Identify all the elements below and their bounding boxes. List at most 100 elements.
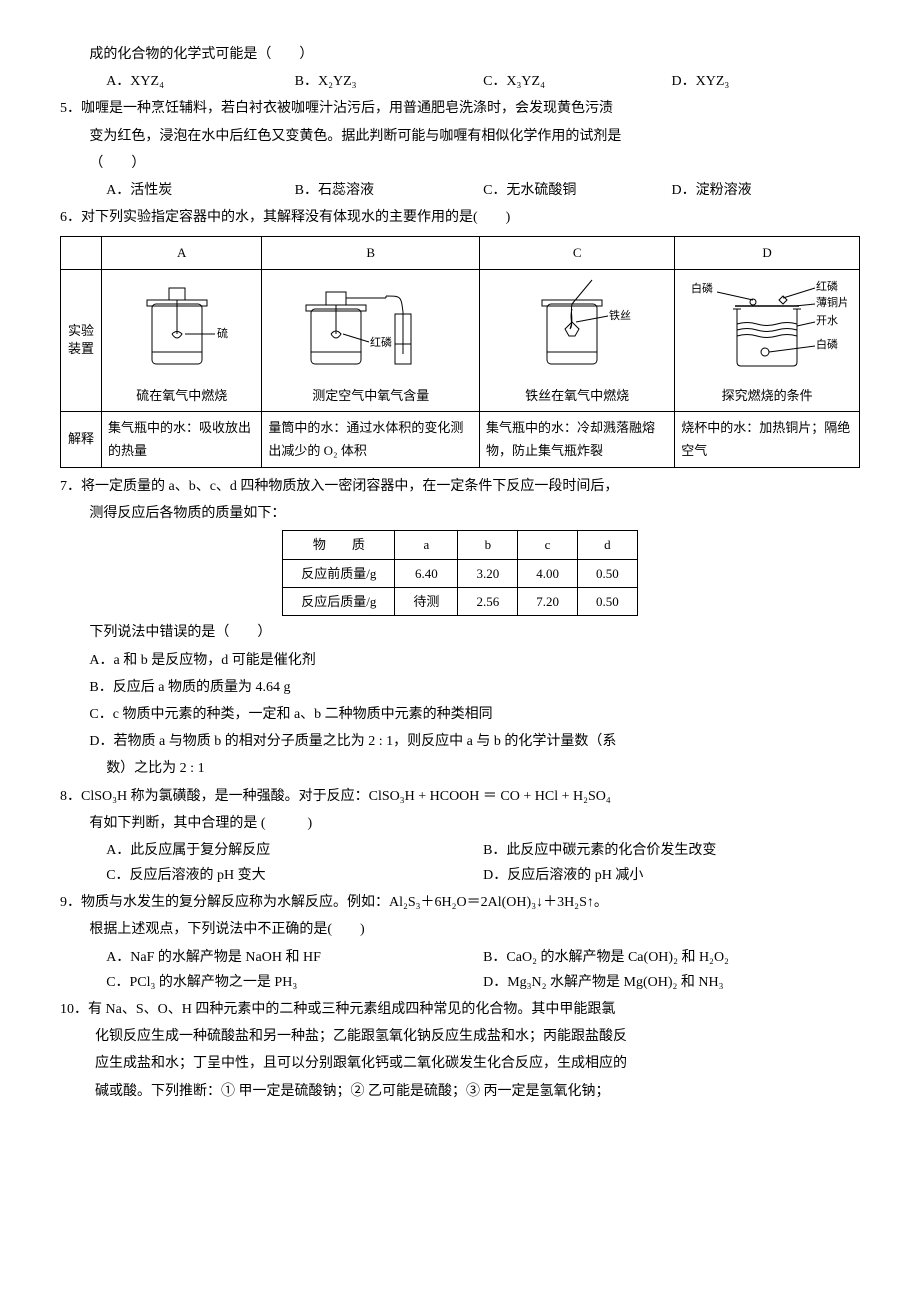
svg-text:红磷: 红磷 xyxy=(816,280,838,293)
q4-options: A．XYZ₄ B．X₂YZ₃ C．X₃YZ₄ D．XYZ₃ xyxy=(60,69,860,94)
q6-expl-c: 集气瓶中的水：冷却溅落融熔物，防止集气瓶炸裂 xyxy=(480,412,675,468)
q6-expl-b: 量筒中的水：通过水体积的变化测出减少的 O₂ 体积 xyxy=(262,412,480,468)
q6-diagram-c: 铁丝 铁丝在氧气中燃烧 xyxy=(480,269,675,411)
q9-stem-l2: 根据上述观点，下列说法中不正确的是( ) xyxy=(60,917,860,942)
q7-opt-d1: D．若物质 a 与物质 b 的相对分子质量之比为 2 : 1，则反应中 a 与 … xyxy=(60,729,860,754)
q8-opt-a: A．此反应属于复分解反应 xyxy=(106,838,483,863)
q8-opt-c: C．反应后溶液的 pH 变大 xyxy=(106,863,483,888)
q8-opt-b: B．此反应中碳元素的化合价发生改变 xyxy=(483,838,860,863)
q6-col-d: D xyxy=(675,237,860,269)
q7-r1-0: 反应前质量/g xyxy=(283,559,395,587)
q6-caption-b: 测定空气中氧气含量 xyxy=(268,384,473,407)
q7-r2-c: 7.20 xyxy=(518,588,578,616)
q6-row2-head: 解释 xyxy=(61,412,102,468)
q7-r2-a: 待测 xyxy=(395,588,458,616)
q9-stem-l1: 物质与水发生的复分解反应称为水解反应。例如：Al₂S₃＋6H₂O＝2Al(OH)… xyxy=(81,895,608,910)
svg-text:白磷: 白磷 xyxy=(816,337,838,351)
q6-expl-a: 集气瓶中的水：吸收放出的热量 xyxy=(102,412,262,468)
q7-r1-b: 3.20 xyxy=(458,559,518,587)
q6-number: 6． xyxy=(60,210,81,225)
q4-opt-b: B．X₂YZ₃ xyxy=(295,69,483,94)
q6-stem: 对下列实验指定容器中的水，其解释没有体现水的主要作用的是( ) xyxy=(81,210,510,225)
q6-diagram-d: 白磷 红磷 薄铜片 开水 白磷 探究燃烧的条件 xyxy=(675,269,860,411)
svg-text:红磷: 红磷 xyxy=(370,336,392,349)
q4-stem-tail: 成的化合物的化学式可能是（ ） xyxy=(60,42,860,67)
q7-th-a: a xyxy=(395,531,458,559)
q6-row1-head: 实验装置 xyxy=(61,269,102,411)
q5-options: A．活性炭 B．石蕊溶液 C．无水硫酸铜 D．淀粉溶液 xyxy=(60,178,860,203)
q9-opt-b: B．CaO₂ 的水解产物是 Ca(OH)₂ 和 H₂O₂ xyxy=(483,945,860,970)
q7-th-c: c xyxy=(518,531,578,559)
q6-expl-d: 烧杯中的水：加热铜片；隔绝空气 xyxy=(675,412,860,468)
q10-l1: 有 Na、S、O、H 四种元素中的二种或三种元素组成四种常见的化合物。其中甲能跟… xyxy=(88,1002,615,1017)
svg-text:铁丝: 铁丝 xyxy=(609,309,631,322)
q8-number: 8． xyxy=(60,789,81,804)
svg-text:白磷: 白磷 xyxy=(691,281,713,295)
q4-opt-a: A．XYZ₄ xyxy=(106,69,294,94)
q9-number: 9． xyxy=(60,895,81,910)
q10: 10．有 Na、S、O、H 四种元素中的二种或三种元素组成四种常见的化合物。其中… xyxy=(60,997,860,1022)
q6-col-c: C xyxy=(480,237,675,269)
svg-text:薄铜片: 薄铜片 xyxy=(816,295,847,309)
q7-lead: 下列说法中错误的是（ ） xyxy=(60,620,860,645)
q5: 5．咖喱是一种烹饪辅料，若白衬衣被咖喱汁沾污后，用普通肥皂洗涤时，会发现黄色污渍 xyxy=(60,96,860,121)
q7-th-0: 物 质 xyxy=(283,531,395,559)
q6-diagram-a: 硫 硫在氧气中燃烧 xyxy=(102,269,262,411)
svg-text:硫: 硫 xyxy=(217,326,228,340)
q7-table: 物 质 a b c d 反应前质量/g 6.40 3.20 4.00 0.50 … xyxy=(282,530,637,616)
q5-opt-a: A．活性炭 xyxy=(106,178,294,203)
q10-l2: 化钡反应生成一种硫酸盐和另一种盐；乙能跟氢氧化钠反应生成盐和水；丙能跟盐酸反 xyxy=(60,1024,860,1049)
q8-stem-l2: 有如下判断，其中合理的是 ( ) xyxy=(60,811,860,836)
q7-opt-c: C．c 物质中元素的种类，一定和 a、b 二种物质中元素的种类相同 xyxy=(60,702,860,727)
q6: 6．对下列实验指定容器中的水，其解释没有体现水的主要作用的是( ) xyxy=(60,205,860,230)
q10-l3: 应生成盐和水；丁呈中性，且可以分别跟氧化钙或二氧化碳发生化合反应，生成相应的 xyxy=(60,1051,860,1076)
apparatus-b-icon: 红磷 xyxy=(291,274,451,384)
q9-opt-c: C．PCl₃ 的水解产物之一是 PH₃ xyxy=(106,970,483,995)
q6-caption-a: 硫在氧气中燃烧 xyxy=(108,384,255,407)
q4-opt-d: D．XYZ₃ xyxy=(672,69,860,94)
q9-opt-d: D．Mg₃N₂ 水解产物是 Mg(OH)₂ 和 NH₃ xyxy=(483,970,860,995)
q7-opt-d2: 数）之比为 2 : 1 xyxy=(60,756,860,781)
q7-stem-l2: 测得反应后各物质的质量如下： xyxy=(60,501,860,526)
q6-table: A B C D 实验装置 硫 硫在氧气中燃烧 xyxy=(60,236,860,468)
q7: 7．将一定质量的 a、b、c、d 四种物质放入一密闭容器中，在一定条件下反应一段… xyxy=(60,474,860,499)
q5-opt-b: B．石蕊溶液 xyxy=(295,178,483,203)
svg-text:开水: 开水 xyxy=(816,314,838,327)
q7-r2-0: 反应后质量/g xyxy=(283,588,395,616)
q7-th-d: d xyxy=(577,531,637,559)
q9-options: A．NaF 的水解产物是 NaOH 和 HF B．CaO₂ 的水解产物是 Ca(… xyxy=(60,945,860,995)
q7-number: 7． xyxy=(60,479,81,494)
q9-opt-a: A．NaF 的水解产物是 NaOH 和 HF xyxy=(106,945,483,970)
q10-l4: 碱或酸。下列推断：① 甲一定是硫酸钠；② 乙可能是硫酸；③ 丙一定是氢氧化钠； xyxy=(60,1079,860,1104)
q8-opt-d: D．反应后溶液的 pH 减小 xyxy=(483,863,860,888)
q6-col-a: A xyxy=(102,237,262,269)
q7-r1-a: 6.40 xyxy=(395,559,458,587)
q7-stem-l1: 将一定质量的 a、b、c、d 四种物质放入一密闭容器中，在一定条件下反应一段时间… xyxy=(81,479,618,494)
q7-r2-b: 2.56 xyxy=(458,588,518,616)
q4-opt-c: C．X₃YZ₄ xyxy=(483,69,671,94)
q5-stem-l2: 变为红色，浸泡在水中后红色又变黄色。据此判断可能与咖喱有相似化学作用的试剂是 xyxy=(60,124,860,149)
q6-caption-c: 铁丝在氧气中燃烧 xyxy=(486,384,668,407)
apparatus-d-icon: 白磷 红磷 薄铜片 开水 白磷 xyxy=(687,274,847,384)
q9: 9．物质与水发生的复分解反应称为水解反应。例如：Al₂S₃＋6H₂O＝2Al(O… xyxy=(60,890,860,915)
q5-stem-l3: （ ） xyxy=(60,151,860,176)
q5-opt-c: C．无水硫酸铜 xyxy=(483,178,671,203)
q6-caption-d: 探究燃烧的条件 xyxy=(681,384,853,407)
q5-opt-d: D．淀粉溶液 xyxy=(672,178,860,203)
q7-r1-d: 0.50 xyxy=(577,559,637,587)
q7-th-b: b xyxy=(458,531,518,559)
q5-number: 5． xyxy=(60,101,81,116)
q6-blank-head xyxy=(61,237,102,269)
q7-opt-b: B．反应后 a 物质的质量为 4.64 g xyxy=(60,675,860,700)
q8-stem-l1: ClSO₃H 称为氯磺酸，是一种强酸。对于反应：ClSO₃H + HCOOH ＝… xyxy=(81,789,611,804)
q8: 8．ClSO₃H 称为氯磺酸，是一种强酸。对于反应：ClSO₃H + HCOOH… xyxy=(60,784,860,809)
q8-options: A．此反应属于复分解反应 B．此反应中碳元素的化合价发生改变 C．反应后溶液的 … xyxy=(60,838,860,888)
q7-r2-d: 0.50 xyxy=(577,588,637,616)
apparatus-a-icon: 硫 xyxy=(117,274,247,384)
q6-col-b: B xyxy=(262,237,480,269)
q10-number: 10． xyxy=(60,1002,88,1017)
q7-opt-a: A．a 和 b 是反应物，d 可能是催化剂 xyxy=(60,648,860,673)
q5-stem-l1: 咖喱是一种烹饪辅料，若白衬衣被咖喱汁沾污后，用普通肥皂洗涤时，会发现黄色污渍 xyxy=(81,101,613,116)
q7-r1-c: 4.00 xyxy=(518,559,578,587)
apparatus-c-icon: 铁丝 xyxy=(512,274,642,384)
